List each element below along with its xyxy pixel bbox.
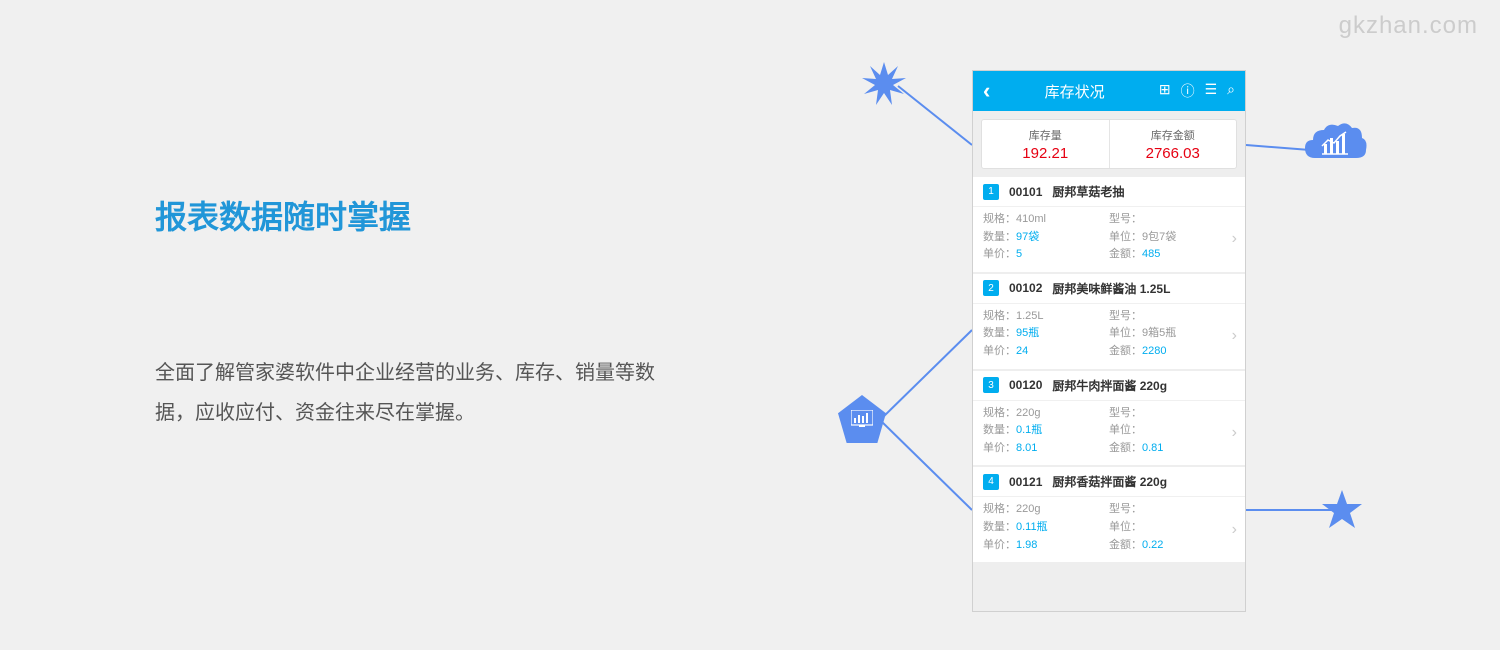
items-list: 1 00101 厨邦草菇老抽 规格：410ml 型号： 数量：97袋 单位：9包…: [973, 177, 1245, 562]
chevron-right-icon: ›: [1232, 327, 1237, 345]
qty-key: 数量：: [983, 229, 1016, 247]
item-code: 00120: [1009, 378, 1042, 392]
qty-val: 97袋: [1016, 229, 1039, 247]
qty-val: 0.11瓶: [1016, 519, 1048, 537]
spec-key: 规格：: [983, 501, 1016, 519]
item-header: 3 00120 厨邦牛肉拌面酱 220g: [973, 371, 1245, 400]
item-body: 规格：220g 型号： 数量：0.1瓶 单位： 单价：8.01 金额：0.81 …: [973, 400, 1245, 466]
unit-val: 9箱5瓶: [1142, 325, 1176, 343]
header-icons: ⊞ ⓘ ☰ ⌕: [1159, 81, 1235, 101]
unit-key: 单位：: [1109, 519, 1142, 537]
item-body: 规格：1.25L 型号： 数量：95瓶 单位：9箱5瓶 单价：24 金额：228…: [973, 303, 1245, 369]
item-header: 4 00121 厨邦香菇拌面酱 220g: [973, 467, 1245, 496]
watermark-text: gkzhan.com: [1339, 12, 1478, 40]
item-body: 规格：220g 型号： 数量：0.11瓶 单位： 单价：1.98 金额：0.22…: [973, 496, 1245, 562]
price-val: 1.98: [1016, 537, 1037, 555]
unit-key: 单位：: [1109, 325, 1142, 343]
pentagon-decoration: [838, 395, 886, 443]
spec-val: 1.25L: [1016, 308, 1044, 326]
price-key: 单价：: [983, 440, 1016, 458]
summary-stock: 库存量 192.21: [982, 120, 1110, 168]
spec-val: 220g: [1016, 501, 1040, 519]
price-val: 8.01: [1016, 440, 1037, 458]
qty-key: 数量：: [983, 422, 1016, 440]
search-icon[interactable]: ⌕: [1227, 81, 1235, 101]
item-name: 厨邦美味鲜酱油 1.25L: [1052, 280, 1170, 297]
phone-mockup: ‹ 库存状况 ⊞ ⓘ ☰ ⌕ 库存量 192.21 库存金额 2766.03 1…: [972, 70, 1246, 612]
price-val: 24: [1016, 343, 1028, 361]
list-item[interactable]: 4 00121 厨邦香菇拌面酱 220g 规格：220g 型号： 数量：0.11…: [973, 467, 1245, 562]
star-decoration: [1320, 488, 1364, 532]
unit-key: 单位：: [1109, 422, 1142, 440]
qty-val: 0.1瓶: [1016, 422, 1042, 440]
model-key: 型号：: [1109, 211, 1142, 229]
unit-val: 9包7袋: [1142, 229, 1176, 247]
item-name: 厨邦草菇老抽: [1052, 183, 1124, 200]
qty-val: 95瓶: [1016, 325, 1039, 343]
model-key: 型号：: [1109, 405, 1142, 423]
amount-val: 485: [1142, 246, 1160, 264]
cloud-decoration: [1300, 118, 1370, 178]
stock-label: 库存量: [1029, 127, 1062, 143]
price-key: 单价：: [983, 343, 1016, 361]
item-header: 1 00101 厨邦草菇老抽: [973, 177, 1245, 206]
back-icon[interactable]: ‹: [983, 78, 990, 104]
spec-key: 规格：: [983, 405, 1016, 423]
model-key: 型号：: [1109, 308, 1142, 326]
main-title: 报表数据随时掌握: [155, 192, 665, 238]
text-panel: 报表数据随时掌握 全面了解管家婆软件中企业经营的业务、库存、销量等数据，应收应付…: [155, 192, 665, 433]
list-item[interactable]: 1 00101 厨邦草菇老抽 规格：410ml 型号： 数量：97袋 单位：9包…: [973, 177, 1245, 272]
item-body: 规格：410ml 型号： 数量：97袋 单位：9包7袋 单价：5 金额：485 …: [973, 206, 1245, 272]
qty-key: 数量：: [983, 325, 1016, 343]
qty-key: 数量：: [983, 519, 1016, 537]
amount-key: 金额：: [1109, 440, 1142, 458]
list-item[interactable]: 2 00102 厨邦美味鲜酱油 1.25L 规格：1.25L 型号： 数量：95…: [973, 274, 1245, 369]
burst-decoration: [860, 60, 908, 108]
description-text: 全面了解管家婆软件中企业经营的业务、库存、销量等数据，应收应付、资金往来尽在掌握…: [155, 353, 665, 433]
item-header: 2 00102 厨邦美味鲜酱油 1.25L: [973, 274, 1245, 303]
spec-val: 220g: [1016, 405, 1040, 423]
item-number: 2: [983, 280, 999, 296]
amount-val: 2280: [1142, 343, 1166, 361]
phone-header: ‹ 库存状况 ⊞ ⓘ ☰ ⌕: [973, 71, 1245, 111]
item-code: 00121: [1009, 475, 1042, 489]
price-key: 单价：: [983, 537, 1016, 555]
item-number: 3: [983, 377, 999, 393]
amount-key: 金额：: [1109, 537, 1142, 555]
amount-key: 金额：: [1109, 246, 1142, 264]
spec-key: 规格：: [983, 308, 1016, 326]
info-icon[interactable]: ⓘ: [1181, 81, 1195, 101]
chevron-right-icon: ›: [1232, 230, 1237, 248]
spec-val: 410ml: [1016, 211, 1046, 229]
scan-icon[interactable]: ⊞: [1159, 81, 1171, 101]
item-code: 00102: [1009, 281, 1042, 295]
amount-val: 0.81: [1142, 440, 1163, 458]
chevron-right-icon: ›: [1232, 521, 1237, 539]
summary-card: 库存量 192.21 库存金额 2766.03: [981, 119, 1237, 169]
item-name: 厨邦牛肉拌面酱 220g: [1052, 377, 1167, 394]
item-number: 4: [983, 474, 999, 490]
amount-label: 库存金额: [1151, 127, 1195, 143]
amount-key: 金额：: [1109, 343, 1142, 361]
item-code: 00101: [1009, 185, 1042, 199]
model-key: 型号：: [1109, 501, 1142, 519]
amount-value: 2766.03: [1146, 145, 1200, 162]
unit-key: 单位：: [1109, 229, 1142, 247]
price-key: 单价：: [983, 246, 1016, 264]
summary-amount: 库存金额 2766.03: [1110, 120, 1237, 168]
item-name: 厨邦香菇拌面酱 220g: [1052, 473, 1167, 490]
price-val: 5: [1016, 246, 1022, 264]
list-icon[interactable]: ☰: [1205, 81, 1218, 101]
spec-key: 规格：: [983, 211, 1016, 229]
chevron-right-icon: ›: [1232, 424, 1237, 442]
amount-val: 0.22: [1142, 537, 1163, 555]
list-item[interactable]: 3 00120 厨邦牛肉拌面酱 220g 规格：220g 型号： 数量：0.1瓶…: [973, 371, 1245, 466]
item-number: 1: [983, 184, 999, 200]
stock-value: 192.21: [1022, 145, 1068, 162]
phone-title: 库存状况: [1045, 81, 1105, 102]
